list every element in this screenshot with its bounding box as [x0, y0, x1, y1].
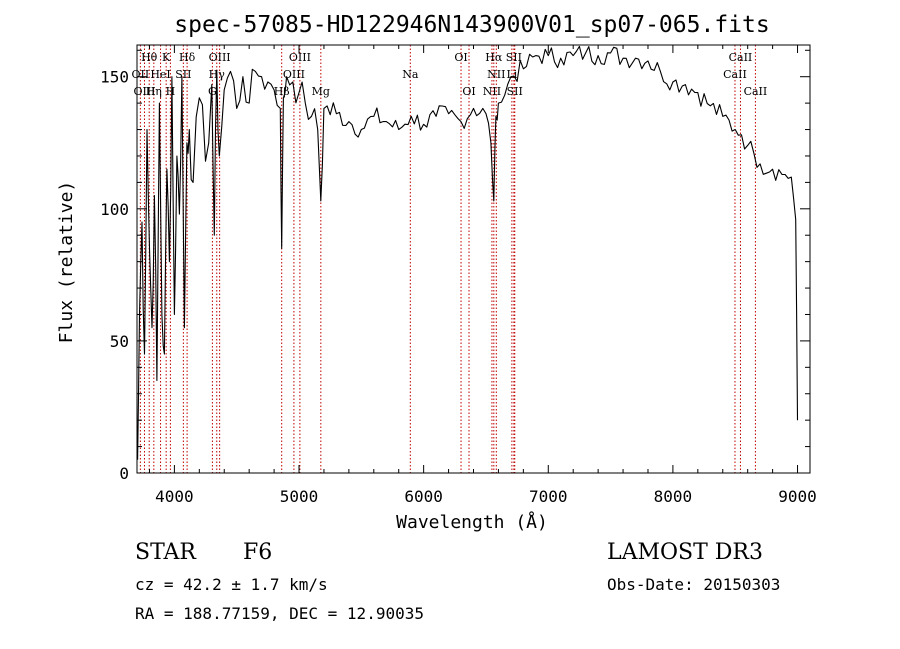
y-axis: 0 50 100 150: [100, 49, 810, 483]
object-class: STAR: [135, 540, 196, 565]
line-marker-label: OI: [454, 51, 467, 64]
line-marker-label: NII: [487, 68, 505, 81]
line-marker-label: NII: [483, 85, 501, 98]
line-marker-label: Hα: [485, 51, 503, 64]
y-tick-label: 150: [100, 68, 129, 87]
line-markers: [139, 45, 756, 473]
line-marker-label: OIII: [209, 51, 231, 64]
line-marker-label: OIII: [289, 51, 311, 64]
line-marker-label: Hθ: [141, 51, 158, 64]
line-marker-label: K: [162, 51, 171, 64]
line-marker-label: Hβ: [274, 85, 290, 98]
survey-name: LAMOST DR3: [607, 540, 763, 565]
line-marker-label: OIII: [133, 85, 155, 98]
line-marker-label: H: [166, 85, 176, 98]
line-marker-label: Hδ: [179, 51, 196, 64]
line-marker-label: Hη: [146, 85, 162, 98]
spectrum-line: [137, 45, 799, 460]
line-marker-label: Li: [506, 68, 517, 81]
observation-date: Obs-Date: 20150303: [607, 575, 781, 594]
line-marker-label: OI: [462, 85, 475, 98]
line-marker-label: CaII: [723, 68, 747, 81]
y-tick-label: 100: [100, 200, 129, 219]
redshift-cz: cz = 42.2 ± 1.7 km/s: [135, 575, 328, 594]
ra-dec-coordinates: RA = 188.77159, DEC = 12.90035: [135, 604, 424, 623]
line-marker-label: OIII: [283, 68, 305, 81]
line-marker-label: HeI: [150, 68, 170, 81]
x-tick-label: 4000: [155, 487, 194, 506]
y-tick-label: 0: [119, 464, 129, 483]
line-marker-label: Mg: [312, 85, 330, 98]
chart-title: spec-57085-HD122946N143900V01_sp07-065.f…: [174, 12, 769, 38]
line-marker-label: OII: [132, 68, 150, 81]
x-tick-label: 7000: [529, 487, 568, 506]
x-tick-label: 9000: [778, 487, 817, 506]
x-tick-label: 6000: [404, 487, 443, 506]
line-marker-label: SII: [506, 51, 522, 64]
object-subclass: F6: [243, 540, 273, 565]
line-marker-label: CaII: [744, 85, 768, 98]
line-marker-label: Na: [402, 68, 419, 81]
line-marker-label: SII: [175, 68, 191, 81]
line-marker-label: SII: [507, 85, 523, 98]
line-marker-label: CaII: [729, 51, 753, 64]
y-axis-label: Flux (relative): [56, 181, 77, 344]
x-axis: 4000 5000 6000 7000 8000 9000: [148, 45, 817, 506]
x-axis-label: Wavelength (Å): [396, 511, 548, 533]
x-tick-label: 5000: [280, 487, 319, 506]
x-tick-label: 8000: [654, 487, 693, 506]
y-tick-label: 50: [110, 332, 129, 351]
